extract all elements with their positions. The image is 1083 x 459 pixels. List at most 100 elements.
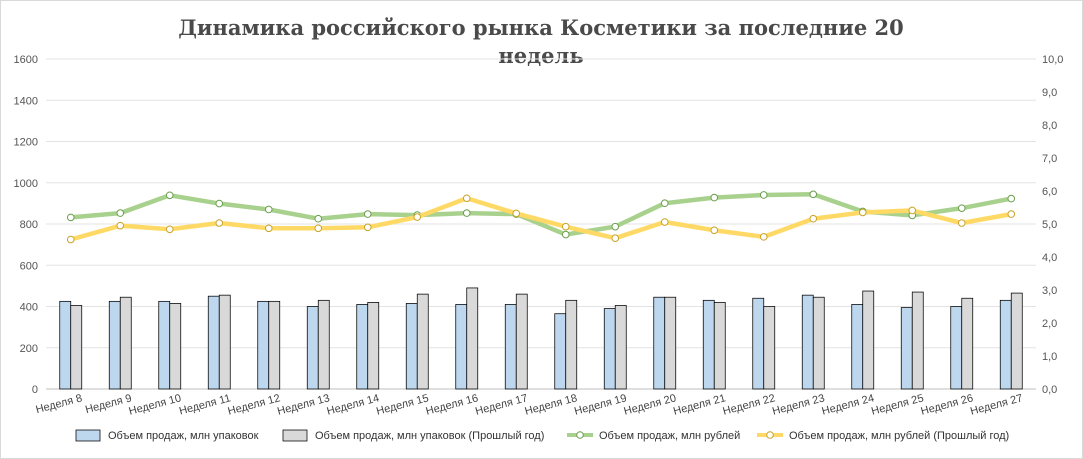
left-tick-label: 400 [20,302,38,314]
legend-label: Объем продаж, млн упаковок [108,430,259,442]
bar-previous-year [416,293,429,390]
right-tick-label: 4,0 [1042,252,1057,264]
bar-previous-year [565,299,578,390]
bar-previous-year [317,299,330,390]
x-tick-label: Неделя 26 [920,392,975,417]
lines [66,190,1016,244]
bar-current [653,296,666,390]
line-marker [264,205,273,214]
right-tick-label: 1,0 [1042,351,1057,363]
bar-previous-year [367,302,380,390]
line-marker [413,213,422,221]
legend-marker [576,431,584,439]
bar-current [207,295,220,390]
right-tick-label: 2,0 [1042,318,1057,330]
bar-current [455,304,468,390]
x-tick-label: Неделя 23 [771,392,826,417]
bar-current [851,304,864,390]
left-tick-label: 1400 [14,95,38,107]
bar-previous-year [763,306,776,390]
line-marker [759,233,768,241]
x-tick-label: Неделя 24 [821,392,876,417]
bar-current [702,299,715,390]
legend-swatch [75,429,101,442]
bar-current [59,300,72,390]
bar-previous-year [70,305,83,390]
bar-previous-year [515,293,528,390]
bar-current [257,300,270,390]
bar-current [504,304,517,390]
x-tick-label: Неделя 10 [128,392,183,417]
bar-previous-year [169,303,182,390]
line-marker [561,222,570,231]
bar-previous-year [961,297,974,390]
line-marker [215,199,224,208]
bar-current [158,300,171,390]
legend-label: Объем продаж, млн упаковок (Прошлый год) [315,430,544,442]
line-marker [165,191,174,200]
right-tick-label: 9,0 [1042,87,1057,99]
bar-previous-year [1010,292,1023,390]
line-marker [66,213,75,222]
bar-previous-year [466,287,479,390]
x-tick-label: Неделя 8 [34,392,83,416]
bar-current [900,307,913,390]
line-marker [660,218,669,226]
left-tick-label: 0 [32,384,38,396]
line-marker [561,230,570,239]
right-tick-label: 3,0 [1042,285,1057,297]
line-marker [1007,194,1016,203]
bar-previous-year [911,291,924,390]
line-marker [66,235,75,244]
bar-previous-year [218,294,231,390]
bar-previous-year [862,290,875,390]
line-marker [809,190,818,199]
bar-previous-year [713,302,726,390]
x-tick-label: Неделя 12 [227,392,282,417]
x-tick-label: Неделя 27 [969,392,1024,417]
x-tick-label: Неделя 15 [375,392,430,417]
line-marker [215,219,224,227]
line-marker [165,225,174,234]
bar-current [999,299,1012,390]
legend-marker [766,431,774,439]
line-marker [710,193,719,202]
line-marker [611,234,620,242]
right-tick-label: 7,0 [1042,153,1057,165]
right-tick-label: 0,0 [1042,384,1057,396]
x-tick-label: Неделя 21 [672,392,727,417]
line-marker [264,224,273,233]
x-tick-label: Неделя 14 [326,392,381,417]
x-tick-label: Неделя 16 [425,392,480,417]
left-tick-label: 200 [20,343,38,355]
x-tick-label: Неделя 18 [524,392,579,417]
line-series-rub-previous-year [68,196,1014,242]
bar-previous-year [664,296,677,390]
bar-current [108,300,121,390]
legend: Объем продаж, млн упаковок Объем продаж, … [75,429,1009,442]
line-marker [314,224,323,233]
bar-current [752,297,765,390]
line-marker [660,199,669,208]
left-tick-label: 1600 [14,54,38,66]
bar-current [554,313,567,390]
bar-current [356,304,369,390]
bar-previous-year [268,300,281,390]
line-marker [462,209,471,217]
left-axis: 0 200 400 600 800 1000 1200 1400 1600 [14,54,38,396]
bar-current [306,306,319,390]
line-marker [957,204,966,212]
chart-title-line-2: недель [498,43,583,68]
line-marker [363,223,372,232]
x-tick-label: Неделя 13 [276,392,331,417]
line-marker [363,210,372,218]
right-tick-label: 8,0 [1042,120,1057,132]
line-marker [611,222,620,231]
bars [59,287,1023,390]
line-marker [314,214,323,223]
line-marker [809,214,818,223]
x-tick-label: Неделя 19 [573,392,628,417]
legend-label: Объем продаж, млн рублей (Прошлый год) [789,430,1009,442]
